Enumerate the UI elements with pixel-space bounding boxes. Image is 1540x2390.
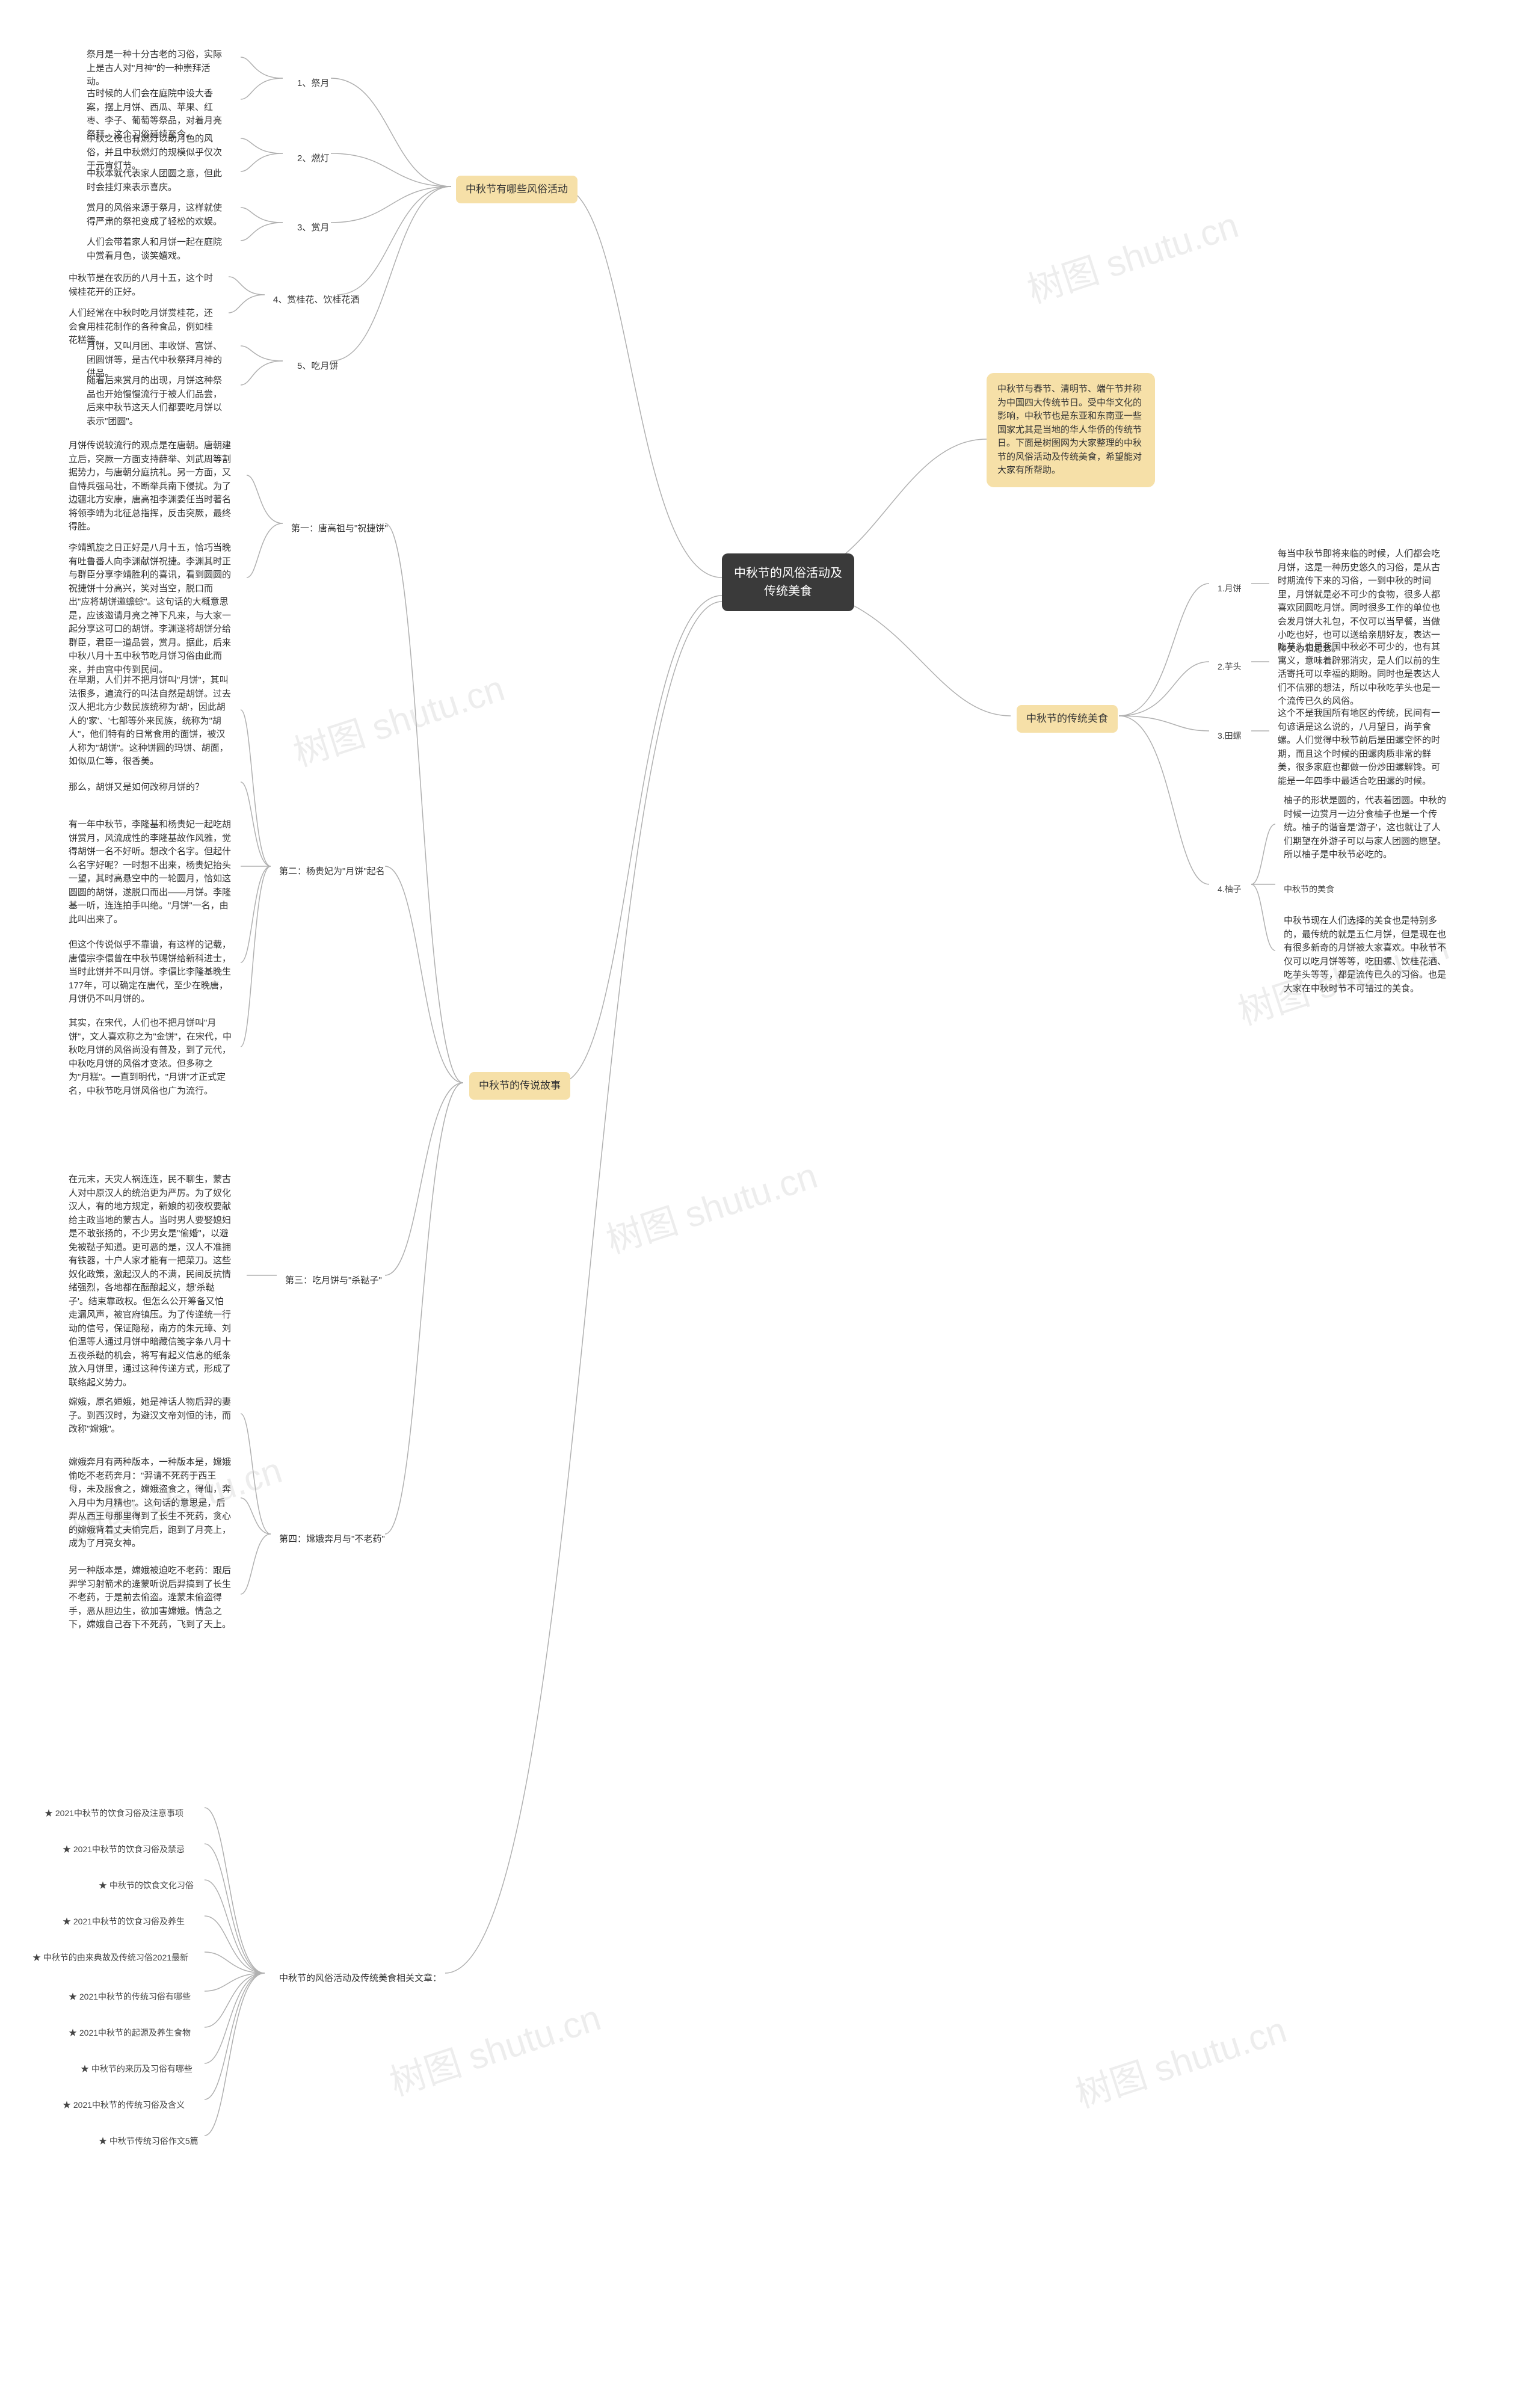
related-link-7[interactable]: ★ 中秋节的来历及习俗有哪些 xyxy=(72,2057,201,2081)
food-item-3[interactable]: 3.田螺 xyxy=(1209,724,1250,748)
story-1-detail-1: 李靖凯旋之日正好是八月十五，恰巧当晚有吐鲁番人向李渊献饼祝捷。李渊其时正与群臣分… xyxy=(60,535,241,683)
customs-item-3-detail-1: 人们会带着家人和月饼一起在庭院中赏看月色，谈笑嬉戏。 xyxy=(78,230,235,269)
food-item-1[interactable]: 1.月饼 xyxy=(1209,576,1250,601)
root-node[interactable]: 中秋节的风俗活动及传统美食 xyxy=(722,553,854,611)
watermark: 树图 shutu.cn xyxy=(1068,2001,1292,2118)
customs-item-4-detail-0: 中秋节是在农历的八月十五，这个时候桂花开的正好。 xyxy=(60,266,223,305)
branch-related: 中秋节的风俗活动及传统美食相关文章： xyxy=(271,1966,450,1992)
watermark: 树图 shutu.cn xyxy=(382,1989,606,2106)
food-item-4-sub-1-label: 中秋节的美食 xyxy=(1275,877,1343,902)
related-link-0[interactable]: ★ 2021中秋节的饮食习俗及注意事项 xyxy=(36,1801,192,1826)
customs-item-3[interactable]: 3、赏月 xyxy=(289,215,337,241)
story-2-detail-2: 有一年中秋节，李隆基和杨贵妃一起吃胡饼赏月，风流成性的李隆基故作风雅，觉得胡饼一… xyxy=(60,812,241,932)
story-2-detail-3: 但这个传说似乎不靠谱，有这样的记载，唐僖宗李儇曾在中秋节赐饼给新科进士，当时此饼… xyxy=(60,932,241,1012)
related-link-6[interactable]: ★ 2021中秋节的起源及养生食物 xyxy=(60,2021,199,2045)
food-item-3-detail: 这个不是我国所有地区的传统，民间有一句谚语是这么说的，八月望日，尚芋食螺。人们觉… xyxy=(1269,701,1450,794)
related-link-3[interactable]: ★ 2021中秋节的饮食习俗及养生 xyxy=(54,1909,193,1934)
customs-item-3-detail-0: 赏月的风俗来源于祭月，这样就使得严肃的祭祀变成了轻松的欢娱。 xyxy=(78,196,235,235)
story-4-detail-0: 嫦娥，原名姮娥，她是神话人物后羿的妻子。到西汉时，为避汉文帝刘恒的讳，而改称"嫦… xyxy=(60,1390,241,1443)
customs-item-5-detail-1: 随着后来赏月的出现，月饼这种祭品也开始慢慢流行于被人们品尝，后来中秋节这天人们都… xyxy=(78,368,235,434)
story-2-detail-4: 其实，在宋代，人们也不把月饼叫"月饼"，文人喜欢称之为"金饼"，在宋代，中秋吃月… xyxy=(60,1011,241,1104)
story-1[interactable]: 第一：唐高祖与"祝捷饼" xyxy=(283,516,396,542)
customs-item-1[interactable]: 1、祭月 xyxy=(289,71,337,97)
branch-foods[interactable]: 中秋节的传统美食 xyxy=(1017,705,1118,733)
branch-stories[interactable]: 中秋节的传说故事 xyxy=(469,1072,570,1100)
watermark: 树图 shutu.cn xyxy=(286,659,510,777)
watermark: 树图 shutu.cn xyxy=(599,1147,823,1264)
story-4-detail-2: 另一种版本是，嫦娥被迫吃不老药：跟后羿学习射箭术的逄蒙听说后羿搞到了长生不老药，… xyxy=(60,1558,241,1638)
related-link-4[interactable]: ★ 中秋节的由来典故及传统习俗2021最新 xyxy=(24,1945,197,1970)
related-link-2[interactable]: ★ 中秋节的饮食文化习俗 xyxy=(90,1873,202,1898)
related-link-1[interactable]: ★ 2021中秋节的饮食习俗及禁忌 xyxy=(54,1837,193,1862)
customs-item-4[interactable]: 4、赏桂花、饮桂花酒 xyxy=(265,288,368,313)
customs-item-2-detail-1: 中秋本就代表家人团圆之意，但此时会挂灯来表示喜庆。 xyxy=(78,161,235,200)
food-item-4-sub-0: 柚子的形状是圆的，代表着团圆。中秋的时候一边赏月一边分食柚子也是一个传统。柚子的… xyxy=(1275,788,1456,868)
food-item-4[interactable]: 4.柚子 xyxy=(1209,877,1250,902)
related-link-5[interactable]: ★ 2021中秋节的传统习俗有哪些 xyxy=(60,1985,199,2009)
story-1-detail-0: 月饼传说较流行的观点是在唐朝。唐朝建立后，突厥一方面支持薛举、刘武周等割据势力，… xyxy=(60,433,241,540)
intro-node: 中秋节与春节、清明节、端午节并称为中国四大传统节日。受中华文化的影响，中秋节也是… xyxy=(987,373,1155,487)
story-4-detail-1: 嫦娥奔月有两种版本，一种版本是，嫦娥偷吃不老药奔月："羿请不死药于西王母，未及服… xyxy=(60,1450,241,1557)
story-3[interactable]: 第三：吃月饼与"杀鞑子" xyxy=(277,1268,390,1294)
food-item-2[interactable]: 2.芋头 xyxy=(1209,654,1250,679)
watermark: 树图 shutu.cn xyxy=(1020,196,1244,313)
story-3-detail-0: 在元末，天灾人祸连连，民不聊生，蒙古人对中原汉人的统治更为严厉。为了奴化汉人，有… xyxy=(60,1167,241,1396)
food-item-4-sub-2: 中秋节现在人们选择的美食也是特别多的，最传统的就是五仁月饼，但是现在也有很多新奇… xyxy=(1275,908,1456,1002)
branch-customs[interactable]: 中秋节有哪些风俗活动 xyxy=(456,176,578,203)
story-4[interactable]: 第四：嫦娥奔月与"不老药" xyxy=(271,1527,393,1553)
related-link-8[interactable]: ★ 2021中秋节的传统习俗及含义 xyxy=(54,2093,193,2117)
story-2[interactable]: 第二：杨贵妃为"月饼"起名 xyxy=(271,859,393,885)
customs-item-5[interactable]: 5、吃月饼 xyxy=(289,354,346,380)
story-2-detail-0: 在早期，人们并不把月饼叫"月饼"，其叫法很多，遍流行的叫法自然是胡饼。过去汉人把… xyxy=(60,668,241,775)
story-2-detail-1: 那么，胡饼又是如何改称月饼的？ xyxy=(60,775,212,801)
related-link-9[interactable]: ★ 中秋节传统习俗作文5篇 xyxy=(90,2129,207,2154)
customs-item-2[interactable]: 2、燃灯 xyxy=(289,146,337,172)
